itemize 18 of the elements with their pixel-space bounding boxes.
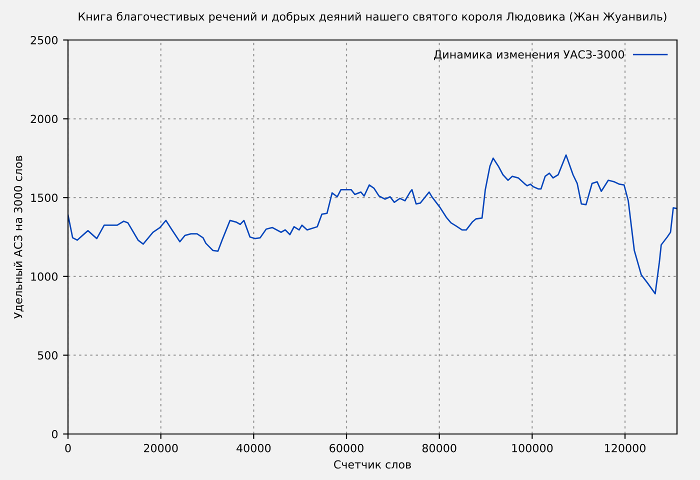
y-tick-label: 2000 <box>30 114 58 124</box>
x-axis-title: Счетчик слов <box>334 460 411 469</box>
x-tick-label: 40000 <box>236 444 271 452</box>
y-tick-label: 0 <box>52 430 58 438</box>
x-tick-label: 80000 <box>422 444 456 452</box>
y-tick-label: 2500 <box>30 36 58 44</box>
y-tick-label: 500 <box>38 351 58 360</box>
x-tick-label: 120000 <box>605 444 646 452</box>
x-tick-label: 100000 <box>512 444 553 452</box>
chart-title: Книга благочестивых речений и добрых деяний нашего святого короля Людовика (Жан Жуанвиль) <box>78 12 666 23</box>
line-series <box>68 154 677 294</box>
y-axis-title: Удельный АСЗ на 3000 слов <box>14 156 24 319</box>
x-tick-label: 0 <box>65 444 71 452</box>
legend-label: Динамика изменения УАСЗ-3000 <box>434 50 624 60</box>
x-tick-label: 60000 <box>330 444 364 452</box>
y-tick-label: 1000 <box>31 272 58 281</box>
x-tick-label: 20000 <box>144 444 178 452</box>
y-tick-label: 1500 <box>31 194 58 202</box>
